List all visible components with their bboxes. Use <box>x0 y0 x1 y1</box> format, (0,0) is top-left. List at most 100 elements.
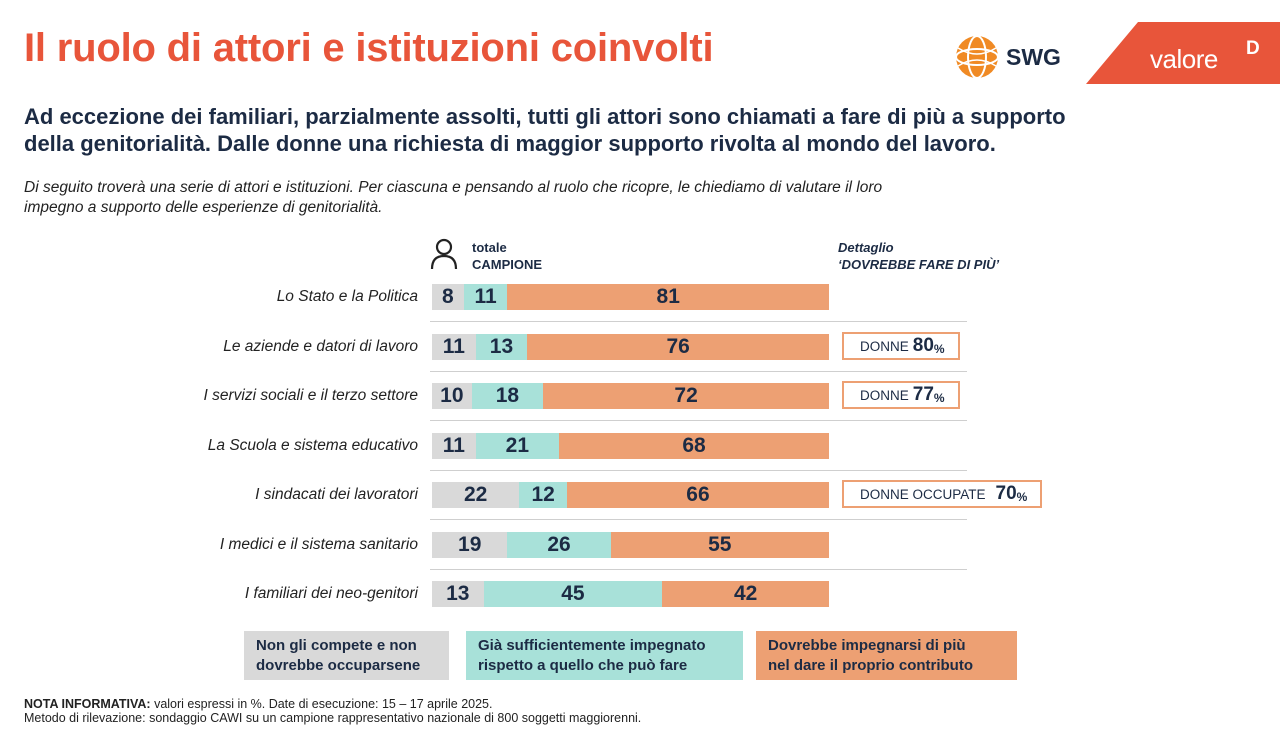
bar-segment-not-competent: 22 <box>432 482 520 508</box>
bar-segment-do-more: 42 <box>662 581 829 607</box>
bar-segment-sufficient: 11 <box>463 284 508 310</box>
person-icon <box>430 238 458 270</box>
subtitle-line-1: Ad eccezione dei familiari, parzialmente… <box>24 104 1066 129</box>
bar-segment-do-more: 76 <box>527 334 829 360</box>
bar-segment-not-competent: 11 <box>432 433 476 459</box>
detail-label: DONNE OCCUPATE <box>860 486 986 502</box>
bar-segment-sufficient: 12 <box>519 482 567 508</box>
bar-segment-not-competent: 10 <box>432 383 472 409</box>
bar-segment-do-more: 55 <box>610 532 829 558</box>
detail-unit: % <box>1016 489 1028 504</box>
bar-value-label: 10 <box>440 384 464 407</box>
legend-item: Già sufficientemente impegnato rispetto a… <box>466 631 743 680</box>
bar-segment-not-competent: 19 <box>432 532 508 558</box>
detail-unit: % <box>933 390 945 405</box>
bar-segment-sufficient: 18 <box>471 383 544 409</box>
detail-box: DONNE OCCUPATE 70% <box>842 480 1042 508</box>
bar-segment-sufficient: 45 <box>483 581 663 607</box>
column-header-detail-line2: ‘DOVREBBE FARE DI PIÙ’ <box>838 257 1000 272</box>
question-line-2: impegno a supporto delle esperienze di g… <box>24 199 383 216</box>
swg-logo-text: SWG <box>1006 43 1061 70</box>
detail-box: DONNE 77% <box>842 381 960 409</box>
legend-item: Non gli compete e non dovrebbe occuparsen… <box>244 631 449 680</box>
swg-globe-icon <box>955 35 999 79</box>
valored-logo-text: valore <box>1150 44 1218 74</box>
detail-value: 70 <box>995 483 1017 504</box>
bar-value-label: 21 <box>505 434 530 457</box>
bar-value-label: 11 <box>442 434 465 457</box>
bar-segment-sufficient: 21 <box>475 433 560 459</box>
valored-logo-shape <box>1086 22 1280 84</box>
bar-segment-not-competent: 13 <box>432 581 484 607</box>
legend-item-line1: Non gli compete e non <box>256 637 417 654</box>
bar-value-label: 76 <box>666 335 690 358</box>
bar-value-label: 12 <box>531 483 555 506</box>
row-label: La Scuola e sistema educativo <box>207 437 418 454</box>
detail-label: DONNE <box>860 338 909 354</box>
detail-value: 77 <box>912 384 934 405</box>
column-header-detail-line1: Dettaglio <box>838 240 894 255</box>
row-divider <box>430 371 967 372</box>
detail-label: DONNE <box>860 387 909 403</box>
row-divider <box>430 519 967 520</box>
bar-value-label: 68 <box>682 434 706 457</box>
footer-note: NOTA INFORMATIVA: valori espressi in %. … <box>24 697 641 725</box>
bar-segment-not-competent: 8 <box>432 284 464 310</box>
footer-note-text: valori espressi in %. Date di esecuzione… <box>150 697 493 711</box>
column-header-total: totale CAMPIONE <box>472 239 542 273</box>
subtitle: Ad eccezione dei familiari, parzialmente… <box>24 103 1224 157</box>
legend-item-line1: Dovrebbe impegnarsi di più <box>768 637 966 654</box>
detail-box: DONNE 80% <box>842 332 960 360</box>
bar-value-label: 26 <box>547 533 571 556</box>
bar-value-label: 13 <box>446 582 470 605</box>
swg-logo: SWG <box>954 34 1061 80</box>
row-divider <box>430 420 967 421</box>
bar-value-label: 42 <box>733 582 758 605</box>
subtitle-line-2: della genitorialità. Dalle donne una ric… <box>24 131 996 156</box>
valored-logo-d: D <box>1246 38 1260 59</box>
legend-item-line2: dovrebbe occuparsene <box>256 657 421 674</box>
bar-value-label: 45 <box>561 582 585 605</box>
bar-value-label: 8 <box>442 285 454 308</box>
bar-value-label: 66 <box>686 483 710 506</box>
row-label: I medici e il sistema sanitario <box>219 536 418 553</box>
footer-note-label: NOTA INFORMATIVA: <box>24 697 151 711</box>
column-header-total-line1: totale <box>472 240 507 255</box>
bar-segment-do-more: 72 <box>543 383 829 409</box>
bar-value-label: 11 <box>442 335 465 358</box>
bar-value-label: 55 <box>708 533 732 556</box>
bar-value-label: 22 <box>463 483 488 506</box>
bar-segment-do-more: 66 <box>566 482 829 508</box>
bar-value-label: 81 <box>656 285 680 308</box>
bar-segment-sufficient: 13 <box>475 334 528 360</box>
bar-segment-do-more: 68 <box>559 433 829 459</box>
bar-value-label: 13 <box>489 335 514 358</box>
bar-segment-not-competent: 11 <box>432 334 476 360</box>
row-divider <box>430 470 967 471</box>
detail-unit: % <box>933 341 945 356</box>
row-label: I sindacati dei lavoratori <box>255 486 418 503</box>
bar-segment-sufficient: 26 <box>507 532 611 558</box>
question-line-1: Di seguito troverà una serie di attori e… <box>24 179 883 196</box>
row-label: I servizi sociali e il terzo settore <box>203 387 419 404</box>
column-header-detail: Dettaglio ‘DOVREBBE FARE DI PIÙ’ <box>838 239 999 273</box>
legend-item-line2: rispetto a quello che può fare <box>478 657 688 674</box>
legend-item: Dovrebbe impegnarsi di più nel dare il pr… <box>756 631 1017 680</box>
legend-item-line1: Già sufficientemente impegnato <box>478 637 706 654</box>
row-label: Le aziende e datori di lavoro <box>223 338 418 355</box>
bar-value-label: 11 <box>474 285 497 308</box>
detail-value: 80 <box>912 335 934 356</box>
bar-value-label: 72 <box>674 384 698 407</box>
column-header-total-line2: CAMPIONE <box>472 257 543 272</box>
page-title: Il ruolo di attori e istituzioni coinvol… <box>24 26 714 70</box>
bar-value-label: 18 <box>495 384 520 407</box>
row-label: Lo Stato e la Politica <box>276 288 418 305</box>
row-divider <box>430 569 967 570</box>
footer-method: Metodo di rilevazione: sondaggio CAWI su… <box>24 711 642 725</box>
row-divider <box>430 321 967 322</box>
row-label: I familiari dei neo-genitori <box>244 585 418 602</box>
bar-segment-do-more: 81 <box>507 284 829 310</box>
bar-value-label: 19 <box>458 533 482 556</box>
legend-item-line2: nel dare il proprio contributo <box>768 657 974 674</box>
survey-question: Di seguito troverà una serie di attori e… <box>24 178 1174 218</box>
